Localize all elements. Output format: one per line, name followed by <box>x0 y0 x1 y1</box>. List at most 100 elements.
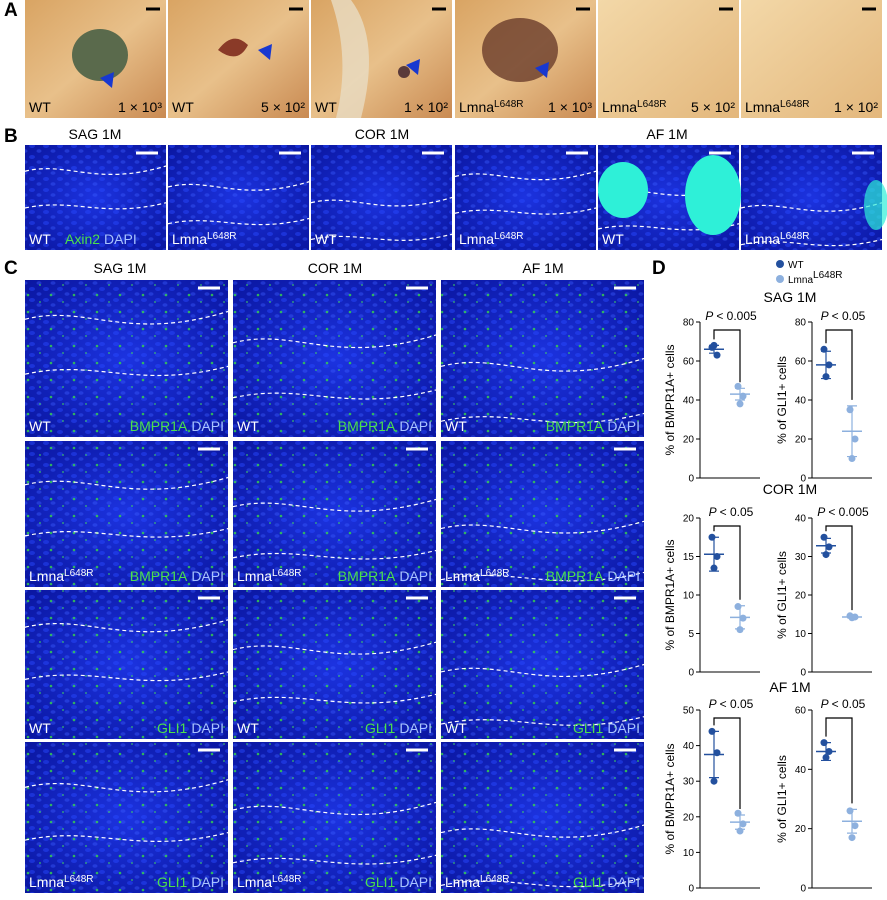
data-point <box>736 400 744 408</box>
genotype-label: WT <box>29 99 51 115</box>
suture-outline <box>24 528 229 538</box>
genotype-label: LmnaL648R <box>745 99 810 115</box>
y-tick-label: 0 <box>688 668 694 679</box>
error-bar <box>821 537 831 554</box>
genotype-label-part: WT <box>445 418 467 434</box>
suture-outline <box>310 196 453 207</box>
genotype-label-part: WT <box>237 720 259 736</box>
y-tick-label: 5 <box>688 629 694 640</box>
significance-label-part: < 0.05 <box>832 309 866 323</box>
dose-label: 5 × 10² <box>691 99 735 115</box>
dose-label-part: 5 × 10² <box>691 99 735 115</box>
significance-bracket <box>713 329 741 383</box>
panel-letter: C <box>4 258 18 279</box>
stain-label-part: BMPR1A <box>130 568 188 584</box>
genotype-label-part: WT <box>29 99 51 115</box>
genotype-label: LmnaL648R <box>237 874 302 890</box>
row-title: SAG 1M <box>764 289 817 305</box>
y-tick-label: 60 <box>795 706 807 717</box>
y-tick-label: 30 <box>683 777 695 788</box>
significance-bracket <box>825 329 853 400</box>
y-tick-label: 60 <box>683 357 695 368</box>
genotype-label-part: WT <box>29 418 51 434</box>
significance-label-part: < 0.05 <box>832 697 866 711</box>
y-tick-label: 20 <box>795 824 807 835</box>
stain-label: GLI1 DAPI <box>573 874 640 890</box>
genotype-label-part: L648R <box>480 874 509 885</box>
genotype-label-part: WT <box>315 99 337 115</box>
micrograph-texture <box>25 145 166 250</box>
stain-label-part: DAPI <box>191 720 224 736</box>
significance-label-part: P <box>817 505 825 519</box>
genotype-label-part: L648R <box>64 568 93 579</box>
genotype-label-part: L648R <box>780 99 809 110</box>
genotype-label: LmnaL648R <box>445 568 510 584</box>
genotype-label-part: Lmna <box>745 99 780 115</box>
error-bar <box>709 730 719 779</box>
dose-label-part: 1 × 10² <box>834 99 878 115</box>
genotype-label: WT <box>445 720 467 736</box>
micrograph-signal <box>233 742 436 893</box>
data-point <box>851 435 859 443</box>
genotype-label-part: WT <box>172 99 194 115</box>
row-title: AF 1M <box>769 679 810 695</box>
suture-outline <box>440 520 645 534</box>
genotype-label: LmnaL648R <box>745 231 810 247</box>
suture-outline <box>24 202 167 210</box>
y-tick-label: 60 <box>795 357 807 368</box>
micrograph-signal <box>441 441 644 587</box>
genotype-label: LmnaL648R <box>459 231 524 247</box>
genotype-label: WT <box>237 720 259 736</box>
stain-label: BMPR1A DAPI <box>546 568 640 584</box>
genotype-label: WT <box>29 231 51 247</box>
y-axis-label: % of BMPR1A+ cells <box>663 344 677 455</box>
stain-label: GLI1 DAPI <box>573 720 640 736</box>
genotype-label-part: WT <box>237 418 259 434</box>
significance-label-part: P <box>821 309 829 323</box>
micrograph-signal <box>233 590 436 739</box>
micrograph-signal <box>233 441 436 587</box>
y-axis-label: % of GLI1+ cells <box>775 551 789 639</box>
genotype-label-part: WT <box>29 720 51 736</box>
suture-outline <box>440 824 645 838</box>
genotype-label: LmnaL648R <box>29 568 94 584</box>
dose-label: 1 × 10² <box>404 99 448 115</box>
y-tick-label: 20 <box>683 812 695 823</box>
significance-label: P < 0.05 <box>821 697 866 711</box>
suture-outline <box>440 357 645 372</box>
suture-outline <box>440 716 645 726</box>
suture-outline <box>232 389 437 400</box>
micrograph-signal <box>25 441 228 587</box>
stain-label-part: DAPI <box>191 568 224 584</box>
legend-label: WT <box>788 260 804 271</box>
bone-signal <box>598 162 648 218</box>
stain-label: GLI1 DAPI <box>365 720 432 736</box>
micrograph-texture <box>741 145 882 250</box>
micrograph-signal <box>25 742 228 893</box>
genotype-label-part: L648R <box>494 99 523 110</box>
suture-outline <box>740 238 883 247</box>
stain-label-part: BMPR1A <box>546 568 604 584</box>
genotype-label-part: L648R <box>637 99 666 110</box>
suture-outline <box>167 217 310 226</box>
significance-label-part: P <box>709 697 717 711</box>
genotype-label-part: Lmna <box>29 568 64 584</box>
y-tick-label: 0 <box>688 474 694 485</box>
data-point <box>851 822 859 830</box>
significance-bracket <box>713 717 741 810</box>
genotype-label: LmnaL648R <box>29 874 94 890</box>
error-bar <box>709 536 719 572</box>
genotype-label-part: Lmna <box>172 231 207 247</box>
arrowhead <box>100 72 114 88</box>
error-bar <box>847 615 857 619</box>
y-tick-label: 40 <box>795 514 807 525</box>
significance-label: P < 0.005 <box>705 309 757 323</box>
significance-label-part: P <box>705 309 713 323</box>
significance-label: P < 0.05 <box>709 505 754 519</box>
photo <box>598 0 739 118</box>
y-tick-label: 40 <box>795 396 807 407</box>
panel-letter: D <box>652 258 666 279</box>
genotype-label: WT <box>29 720 51 736</box>
stain-label-part: DAPI <box>607 568 640 584</box>
